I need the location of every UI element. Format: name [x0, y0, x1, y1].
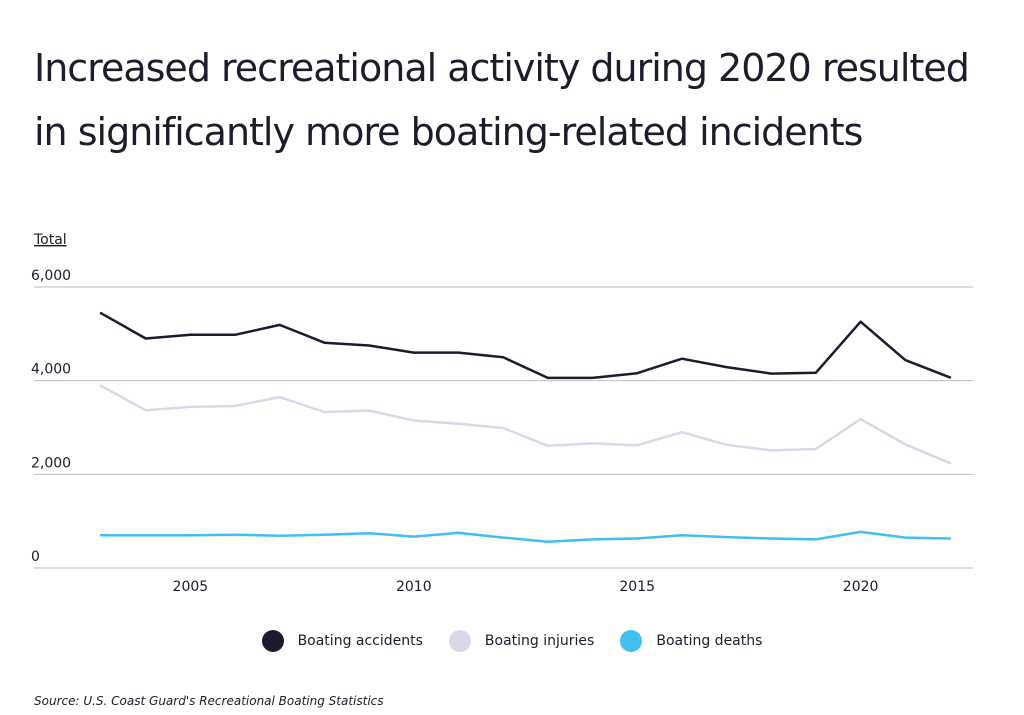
- x-tick-label-2015: 2015: [619, 579, 655, 595]
- legend-item-deaths: Boating deaths: [620, 630, 762, 652]
- series-line-deaths: [101, 532, 950, 542]
- y-axis-label: Total: [33, 232, 67, 248]
- legend-label-injuries: Boating injuries: [485, 633, 594, 649]
- legend-item-injuries: Boating injuries: [449, 630, 594, 652]
- legend-item-accidents: Boating accidents: [262, 630, 423, 652]
- y-tick-label-6000: 6,000: [31, 268, 71, 284]
- series-line-injuries: [101, 386, 950, 463]
- y-tick-label-4000: 4,000: [31, 362, 71, 378]
- legend-swatch-deaths: [620, 630, 642, 652]
- source-note: Source: U.S. Coast Guard's Recreational …: [34, 694, 384, 708]
- legend-swatch-injuries: [449, 630, 471, 652]
- x-tick-label-2020: 2020: [843, 579, 879, 595]
- x-tick-label-2005: 2005: [173, 579, 209, 595]
- legend-swatch-accidents: [262, 630, 284, 652]
- legend-label-accidents: Boating accidents: [298, 633, 423, 649]
- x-tick-label-2010: 2010: [396, 579, 432, 595]
- series-line-accidents: [101, 313, 950, 378]
- legend: Boating accidents Boating injuries Boati…: [0, 630, 1024, 652]
- line-chart: Total 0 2,000 4,000 6,000 2005 2010 2015 2020: [0, 0, 1024, 715]
- legend-label-deaths: Boating deaths: [656, 633, 762, 649]
- y-tick-label-0: 0: [31, 549, 40, 565]
- y-tick-label-2000: 2,000: [31, 455, 71, 471]
